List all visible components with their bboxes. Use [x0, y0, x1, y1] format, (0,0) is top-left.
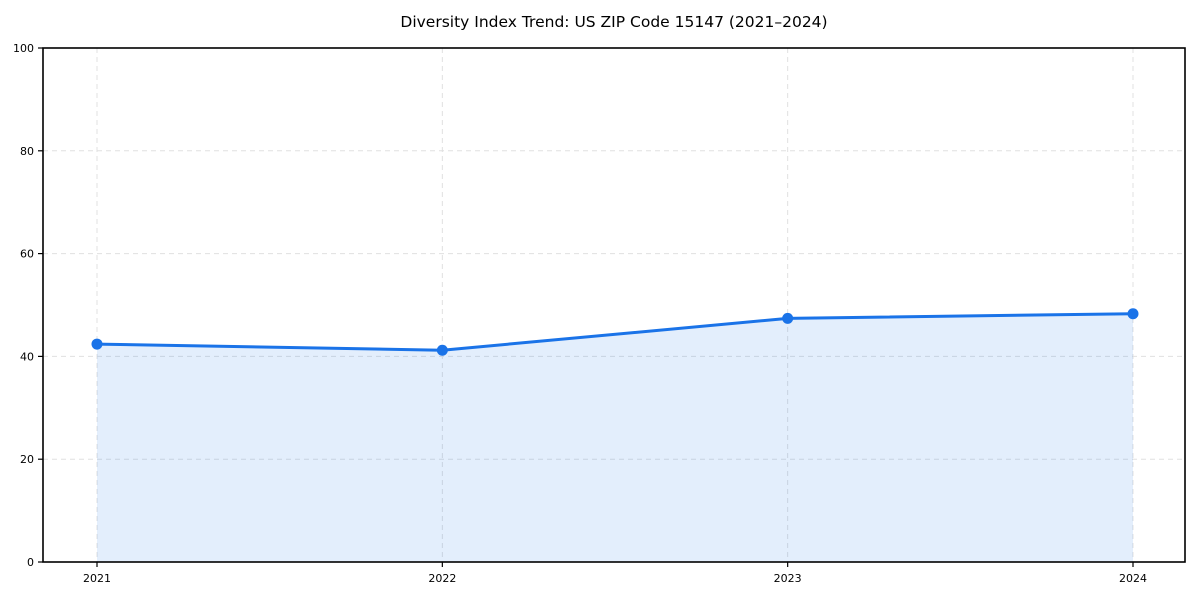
area-fill	[97, 313, 1133, 562]
x-tick-label: 2022	[428, 572, 456, 585]
data-point-2024	[1127, 308, 1139, 320]
data-point-2023	[782, 312, 794, 324]
trend-line	[95, 312, 1135, 352]
x-tick-label: 2023	[774, 572, 802, 585]
chart-title: Diversity Index Trend: US ZIP Code 15147…	[400, 13, 828, 31]
data-point-2022	[436, 344, 448, 356]
x-tick-label: 2021	[83, 572, 111, 585]
y-tick-label: 80	[20, 145, 34, 158]
data-point-2021	[91, 338, 103, 350]
y-tick-label: 60	[20, 248, 34, 261]
plot-border	[42, 47, 1186, 563]
y-tick-label: 0	[27, 556, 34, 569]
x-tick-label: 2024	[1119, 572, 1147, 585]
y-tick-label: 40	[20, 350, 34, 363]
y-tick-label: 20	[20, 453, 34, 466]
y-tick-label: 100	[13, 42, 34, 55]
